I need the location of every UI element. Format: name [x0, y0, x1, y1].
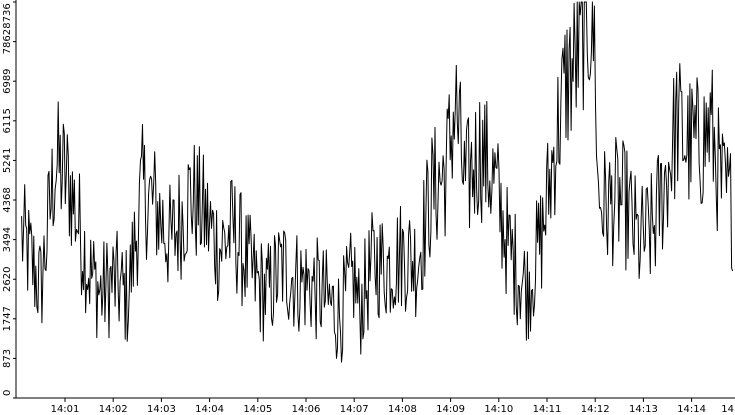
x-tick-label: 14:12	[581, 404, 610, 415]
x-tick-label: 14:05	[243, 404, 272, 415]
y-tick-label: 6989	[2, 68, 13, 93]
y-tick-label: 8736	[2, 3, 13, 28]
y-tick-label: 3494	[2, 227, 13, 252]
x-tick-label: 14:02	[99, 404, 128, 415]
x-tick-label: 14:10	[484, 404, 513, 415]
x-tick-label: 14:14	[677, 404, 706, 415]
x-tick-label: 14:03	[147, 404, 176, 415]
y-tick-label: 4368	[2, 187, 13, 212]
x-tick-label: 14:13	[629, 404, 658, 415]
y-tick-label: 873	[2, 349, 13, 368]
x-tick-label: 14:01	[51, 404, 80, 415]
plot-frame	[15, 0, 735, 399]
series-line	[21, 1, 734, 363]
x-tick-label: 14	[721, 404, 734, 415]
x-tick-label: 14:08	[388, 404, 417, 415]
x-tick-label: 14:06	[292, 404, 321, 415]
y-tick-label: 5241	[2, 148, 13, 173]
x-tick-label: 14:04	[195, 404, 224, 415]
x-tick-label: 14:11	[533, 404, 562, 415]
y-tick-label: 7862	[2, 29, 13, 54]
y-tick-label: 0	[2, 390, 13, 396]
x-tick-label: 14:09	[436, 404, 465, 415]
x-axis-ticks: 14:01 14:02 14:03 14:04 14:05 14:06 14:07 14:08…	[51, 398, 734, 415]
y-tick-label: 2620	[2, 267, 13, 292]
y-tick-label: 1747	[2, 306, 13, 331]
x-tick-label: 14:07	[340, 404, 369, 415]
y-tick-label: 6115	[2, 108, 13, 133]
